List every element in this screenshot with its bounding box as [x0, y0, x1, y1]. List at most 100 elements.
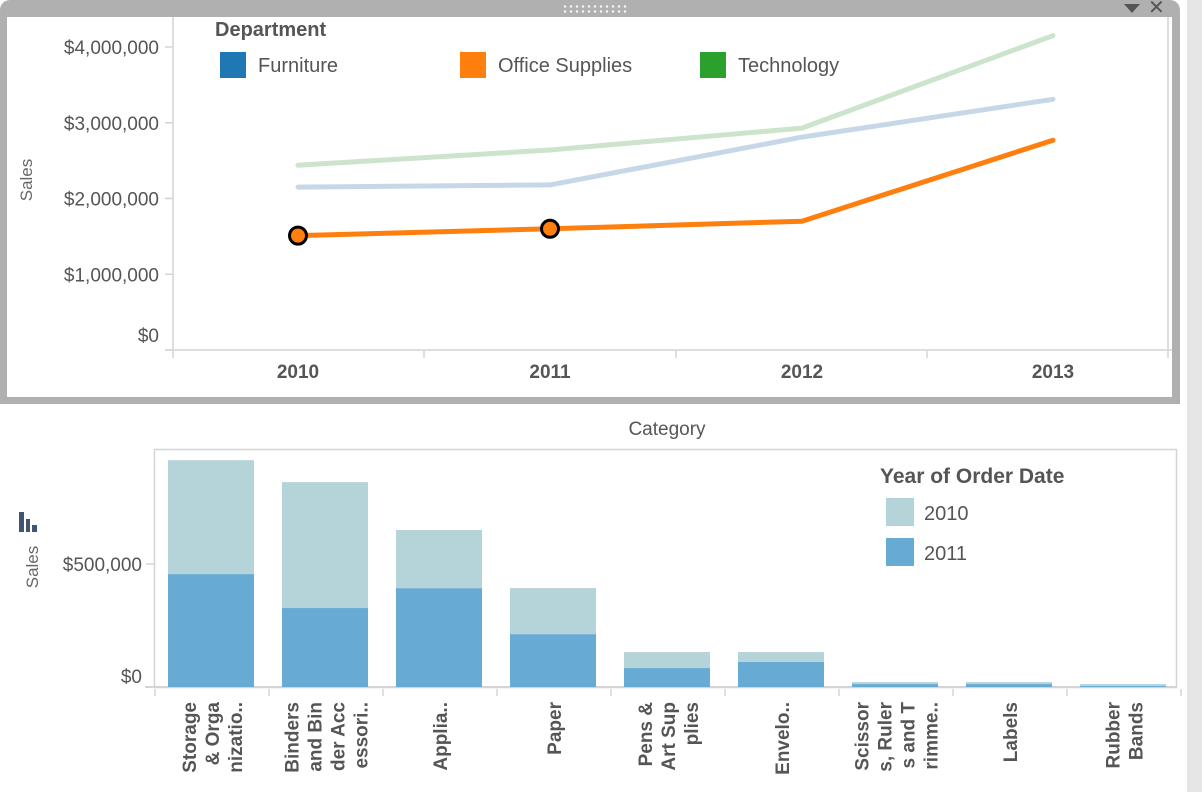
- drag-grip-icon[interactable]: [562, 4, 628, 14]
- category-label-line: Labels: [1001, 702, 1022, 762]
- bar-segment-2011[interactable]: [510, 634, 596, 687]
- bar-segment-2010[interactable]: [852, 682, 938, 685]
- bar-segment-2010[interactable]: [624, 652, 710, 669]
- y-tick-label: $0: [121, 667, 142, 688]
- bar-chart: Category Sales $0 $500,000 Storage & Orga n…: [19, 419, 1182, 775]
- y-tick-label: $4,000,000: [64, 38, 159, 59]
- y-tick-label: $500,000: [63, 555, 142, 576]
- legend-label: 2011: [924, 543, 967, 565]
- legend-item[interactable]: 2010: [886, 498, 969, 526]
- bar-segment-2011[interactable]: [852, 684, 938, 687]
- close-icon[interactable]: ✕: [1148, 0, 1165, 19]
- y-axis-title: Sales: [23, 546, 42, 589]
- category-label-line: Bands: [1127, 702, 1148, 760]
- line-chart-area: [7, 17, 1172, 397]
- category-label-line: plies: [682, 702, 703, 745]
- bar-stack[interactable]: [1080, 684, 1166, 688]
- category-label-line: essori..: [352, 702, 373, 769]
- bar-segment-2011[interactable]: [966, 684, 1052, 687]
- x-tick-label[interactable]: 2013: [1032, 362, 1074, 383]
- category-label[interactable]: Paper: [545, 701, 566, 754]
- category-label[interactable]: Applia..: [431, 702, 452, 771]
- legend-item[interactable]: Technology: [700, 52, 839, 78]
- category-label[interactable]: Envelo..: [773, 702, 794, 775]
- category-label-line: Rubber: [1104, 701, 1125, 768]
- category-label[interactable]: Binders and Bin der Acc essori..: [283, 702, 373, 773]
- legend-item[interactable]: 2011: [886, 538, 967, 566]
- bar-stack[interactable]: [852, 682, 938, 687]
- category-label-line: Storage: [180, 702, 201, 773]
- category-label[interactable]: Pens & Art Sup plies: [636, 702, 703, 771]
- category-label[interactable]: Labels: [1001, 702, 1022, 762]
- legend-label: Office Supplies: [498, 55, 632, 77]
- legend-swatch: [460, 52, 486, 78]
- series-line-furniture[interactable]: [295, 96, 1056, 190]
- category-label-line: & Orga: [203, 702, 224, 766]
- bar-segment-2010[interactable]: [396, 530, 482, 589]
- line-chart-panel: ✕: [0, 0, 1180, 404]
- category-label-line: der Acc: [329, 702, 350, 771]
- bar-segment-2010[interactable]: [168, 460, 254, 575]
- legend-swatch: [700, 52, 726, 78]
- bar-stack[interactable]: [966, 682, 1052, 687]
- line-chart: Sales $0 $1,000,000 $2,000,000 $3,000,000 $4…: [17, 17, 1172, 383]
- category-label-line: rimme..: [922, 702, 943, 770]
- x-tick-label[interactable]: 2012: [781, 362, 823, 383]
- legend-swatch: [886, 498, 914, 526]
- bar-segment-2011[interactable]: [624, 668, 710, 687]
- category-label-line: nizatio..: [226, 702, 247, 773]
- category-label[interactable]: Rubber Bands: [1104, 701, 1148, 768]
- x-tick-label[interactable]: 2011: [529, 362, 571, 383]
- selected-data-point[interactable]: [288, 225, 308, 246]
- legend-label: Furniture: [258, 55, 338, 77]
- bar-stack[interactable]: [168, 460, 254, 687]
- series-line-office-supplies[interactable]: [295, 137, 1056, 239]
- y-axis-title: Sales: [17, 159, 36, 202]
- bar-segment-2011[interactable]: [738, 661, 824, 687]
- category-label-line: s, Ruler: [876, 701, 897, 771]
- selected-data-point[interactable]: [540, 218, 560, 239]
- category-label-line: s and T: [899, 702, 920, 769]
- y-tick-label: $0: [138, 326, 159, 347]
- bar-segment-2011[interactable]: [282, 608, 368, 687]
- category-label-line: Scissor: [853, 701, 874, 770]
- category-label-line: Pens &: [636, 702, 657, 767]
- legend-swatch: [220, 52, 246, 78]
- y-tick-label: $2,000,000: [64, 190, 159, 211]
- category-label-line: Paper: [545, 701, 566, 754]
- bar-stack[interactable]: [510, 588, 596, 687]
- category-label-line: Applia..: [431, 702, 452, 771]
- bar-chart-icon[interactable]: [19, 512, 37, 532]
- legend-swatch: [886, 538, 914, 566]
- legend-item[interactable]: Office Supplies: [460, 52, 632, 78]
- x-tick-label[interactable]: 2010: [277, 362, 319, 383]
- y-tick-label: $1,000,000: [64, 265, 159, 286]
- bar-segment-2010[interactable]: [510, 588, 596, 635]
- category-label-line: Art Sup: [659, 702, 680, 771]
- bar-segment-2010[interactable]: [966, 682, 1052, 685]
- bar-segment-2011[interactable]: [1080, 686, 1166, 688]
- category-label-line: Envelo..: [773, 702, 794, 775]
- scrollbar-track[interactable]: [1187, 0, 1202, 792]
- series-line-technology[interactable]: [295, 33, 1056, 168]
- bar-segment-2010[interactable]: [738, 652, 824, 662]
- y-tick-label: $3,000,000: [64, 114, 159, 135]
- bar-segment-2011[interactable]: [168, 574, 254, 687]
- legend-title: Year of Order Date: [880, 465, 1064, 488]
- bar-stack[interactable]: [738, 652, 824, 687]
- legend-label: 2010: [924, 503, 969, 525]
- dropdown-triangle-icon[interactable]: [1124, 4, 1140, 13]
- category-label[interactable]: Storage & Orga nizatio..: [180, 702, 247, 773]
- legend-label: Technology: [738, 55, 839, 77]
- bar-stack[interactable]: [624, 652, 710, 687]
- bar-segment-2011[interactable]: [396, 588, 482, 687]
- category-label-line: and Bin: [306, 702, 327, 772]
- legend-title: Department: [215, 19, 326, 41]
- bar-segment-2010[interactable]: [1080, 684, 1166, 687]
- bar-segment-2010[interactable]: [282, 482, 368, 609]
- legend-item[interactable]: Furniture: [220, 52, 338, 78]
- bar-stack[interactable]: [282, 482, 368, 687]
- x-axis-title: Category: [628, 419, 706, 440]
- bar-stack[interactable]: [396, 530, 482, 687]
